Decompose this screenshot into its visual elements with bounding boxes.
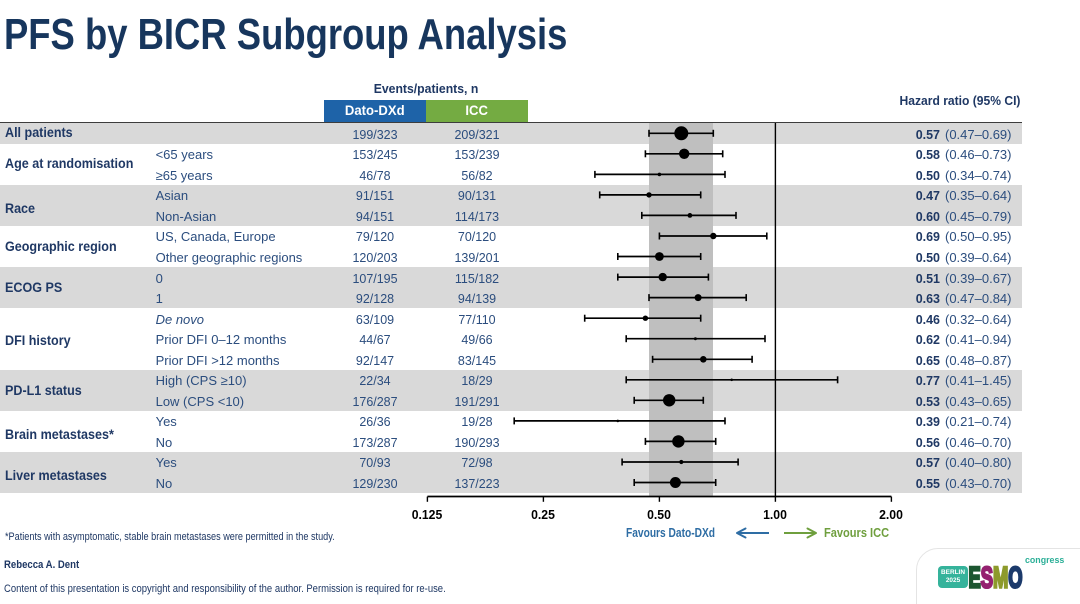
svg-text:ESMO: ESMO xyxy=(969,562,1023,595)
